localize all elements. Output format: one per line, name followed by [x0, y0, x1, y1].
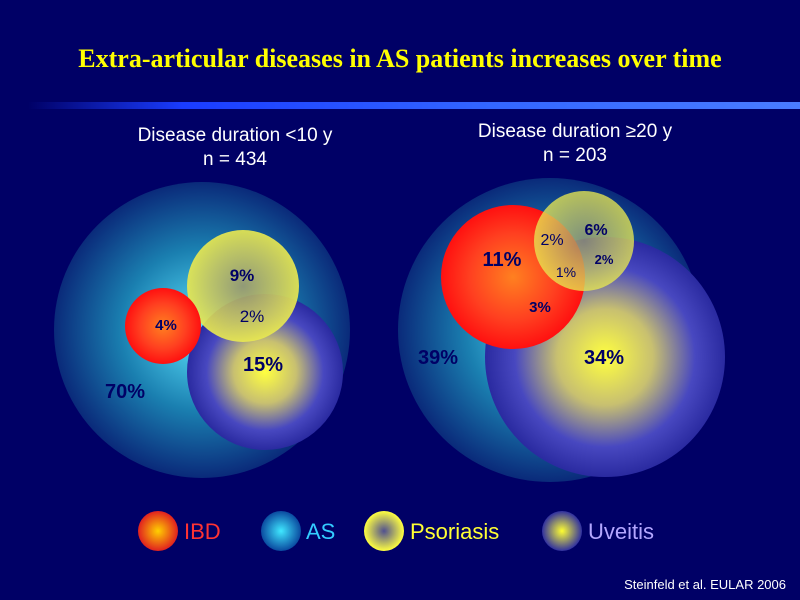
right-sample-size: n = 203 [543, 145, 607, 166]
legend-ibd-label: IBD [184, 519, 221, 544]
legend-as: AS [298, 512, 335, 552]
left-ibd-only-label: 4% [155, 317, 177, 334]
legend-uveitis: Uveitis [580, 512, 654, 552]
right-as-only-label: 39% [418, 347, 458, 369]
slide-title: Extra-articular diseases in AS patients … [78, 44, 722, 73]
left-uveitis-only-label: 15% [243, 354, 283, 376]
legend-ibd-swatch [138, 511, 178, 551]
left-psoriasis-only-label: 9% [230, 266, 255, 285]
left-venn: 70% 4% 9% 2% 15% [54, 182, 350, 478]
left-sample-size: n = 434 [203, 149, 267, 170]
right-venn: 39% 11% 2% 6% 1% 2% 3% 34% [398, 178, 725, 482]
citation: Steinfeld et al. EULAR 2006 [624, 577, 786, 592]
right-psoriasis-circle [534, 191, 634, 291]
legend-psoriasis-swatch [364, 511, 404, 551]
right-panel-heading: Disease duration ≥20 y n = 203 [430, 120, 720, 168]
right-duration: Disease duration ≥20 y [477, 121, 673, 142]
left-ibd-circle [125, 288, 201, 364]
right-ibd-psoriasis-label: 2% [540, 232, 563, 249]
right-triple-label: 1% [556, 264, 576, 280]
left-duration: Disease duration <10 y [137, 125, 333, 146]
legend-as-label: AS [306, 519, 336, 544]
left-psoriasis-circle [187, 230, 299, 342]
right-psoriasis-uveitis-label: 2% [595, 252, 614, 267]
right-uveitis-only-label: 34% [584, 347, 624, 369]
title-divider [28, 102, 800, 109]
left-panel-heading: Disease duration <10 y n = 434 [90, 124, 380, 172]
right-psoriasis-only-label: 6% [584, 222, 607, 239]
legend-uveitis-swatch [542, 511, 582, 551]
left-as-only-label: 70% [105, 381, 145, 403]
right-ibd-uveitis-label: 3% [529, 299, 551, 316]
legend-as-swatch [261, 511, 301, 551]
legend-ibd: IBD [176, 512, 221, 552]
legend-uveitis-label: Uveitis [588, 519, 655, 544]
right-ibd-only-label: 11% [483, 249, 522, 271]
left-psoriasis-uveitis-label: 2% [240, 307, 265, 326]
legend-psoriasis-label: Psoriasis [410, 519, 500, 544]
legend-psoriasis: Psoriasis [402, 512, 499, 552]
